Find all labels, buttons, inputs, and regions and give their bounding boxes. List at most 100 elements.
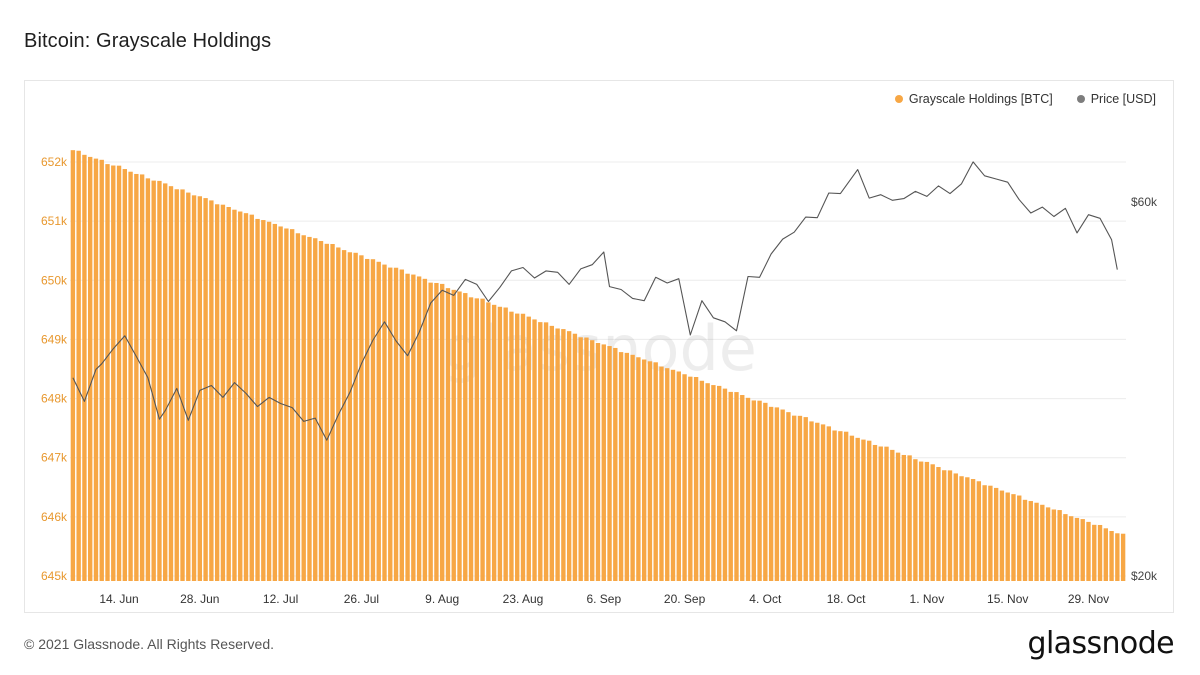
holdings-bar	[1115, 533, 1120, 581]
legend-item-holdings[interactable]: Grayscale Holdings [BTC]	[894, 92, 1053, 106]
holdings-bar	[947, 470, 953, 581]
holdings-bar	[497, 306, 503, 581]
left-axis-tick-label: 650k	[41, 273, 68, 287]
holdings-bar	[780, 409, 785, 581]
holdings-bar	[451, 289, 456, 581]
holdings-bar	[445, 288, 451, 581]
holdings-bar	[1069, 516, 1074, 581]
holdings-bar	[601, 344, 606, 581]
holdings-bar	[197, 196, 203, 581]
x-axis-tick-label: 29. Nov	[1068, 592, 1109, 606]
holdings-bar	[590, 340, 595, 581]
holdings-bar	[861, 439, 866, 581]
holdings-bar	[970, 479, 976, 581]
holdings-bar	[88, 156, 93, 581]
holdings-bar	[693, 377, 699, 581]
holdings-bar	[1092, 524, 1097, 581]
holdings-bar	[232, 209, 237, 581]
holdings-bar	[1063, 514, 1068, 581]
holdings-bar	[249, 214, 254, 581]
holdings-bar	[543, 322, 549, 581]
holdings-bar	[243, 213, 249, 581]
holdings-bar	[116, 165, 122, 582]
legend-item-price[interactable]: Price [USD]	[1076, 92, 1156, 106]
left-axis-tick-label: 649k	[41, 332, 68, 346]
holdings-bar	[266, 221, 272, 581]
right-axis-tick-label: $60k	[1131, 195, 1158, 209]
holdings-bar	[1011, 494, 1016, 581]
left-axis-tick-label: 651k	[41, 214, 68, 228]
holdings-bar	[907, 455, 912, 581]
holdings-bar	[745, 397, 751, 581]
holdings-bar	[186, 192, 191, 581]
holdings-bar	[578, 337, 583, 581]
holdings-bar	[301, 235, 306, 581]
holdings-bar	[607, 346, 612, 581]
holdings-bar	[134, 173, 139, 581]
holdings-bar	[595, 343, 601, 581]
x-axis-tick-label: 18. Oct	[827, 592, 866, 606]
legend-label-price: Price [USD]	[1090, 92, 1156, 106]
right-axis-tick-label: $20k	[1131, 569, 1158, 583]
holdings-bar	[792, 415, 797, 581]
left-axis-tick-label: 648k	[41, 392, 68, 406]
holdings-bar	[324, 243, 329, 581]
holdings-bar	[405, 273, 410, 581]
x-axis-tick-label: 6. Sep	[586, 592, 621, 606]
holdings-bar	[653, 362, 658, 581]
holdings-bar	[157, 180, 162, 581]
holdings-bar	[717, 385, 722, 581]
holdings-bar	[820, 424, 826, 581]
holdings-bar	[272, 223, 278, 581]
holdings-bar	[786, 412, 791, 581]
holdings-bar	[999, 490, 1005, 581]
holdings-bar	[295, 233, 301, 581]
x-axis-tick-label: 26. Jul	[344, 592, 379, 606]
holdings-bar	[838, 431, 843, 581]
x-axis-tick-label: 15. Nov	[987, 592, 1028, 606]
holdings-bar	[618, 352, 624, 581]
holdings-bar	[555, 328, 560, 581]
holdings-bar	[670, 369, 676, 581]
legend-dot-price	[1076, 95, 1085, 103]
holdings-bar	[1040, 504, 1045, 581]
holdings-bar	[763, 402, 768, 581]
holdings-bar	[705, 383, 710, 581]
right-axis: $20k $60k	[1131, 195, 1158, 583]
holdings-bar	[959, 476, 964, 581]
holdings-bar	[503, 307, 508, 581]
holdings-bar	[128, 171, 133, 581]
holdings-bar	[901, 454, 907, 581]
holdings-bar	[895, 452, 901, 581]
glassnode-logo[interactable]: glassnode	[1027, 626, 1175, 661]
x-axis-tick-label: 9. Aug	[425, 592, 459, 606]
holdings-bar	[388, 267, 393, 581]
x-axis: 14. Jun 28. Jun 12. Jul 26. Jul 9. Aug 23. Au…	[99, 592, 1109, 606]
holdings-bar	[214, 204, 220, 581]
price-series-line	[72, 161, 1118, 441]
holdings-bar	[289, 229, 295, 581]
holdings-bar	[815, 422, 820, 581]
holdings-bar	[382, 264, 387, 581]
holdings-bar	[1045, 507, 1051, 581]
holdings-bar	[1086, 521, 1091, 581]
holdings-bar	[370, 259, 376, 581]
holdings-bar	[151, 180, 156, 581]
holdings-bar	[180, 189, 185, 581]
holdings-bar	[330, 244, 335, 581]
holdings-bar	[1051, 509, 1057, 581]
holdings-bar	[163, 183, 168, 581]
holdings-bar	[238, 211, 243, 581]
holdings-bar	[191, 195, 197, 581]
page-title: Bitcoin: Grayscale Holdings	[24, 30, 272, 52]
holdings-bar	[1120, 533, 1126, 581]
price-line	[72, 161, 1118, 441]
holdings-bar	[139, 174, 145, 582]
holdings-bar	[942, 470, 947, 581]
holdings-bar	[70, 150, 76, 582]
holdings-bar	[255, 218, 260, 581]
holdings-bar	[1005, 492, 1010, 581]
holdings-bar	[561, 329, 566, 581]
holdings-bar	[416, 276, 422, 581]
